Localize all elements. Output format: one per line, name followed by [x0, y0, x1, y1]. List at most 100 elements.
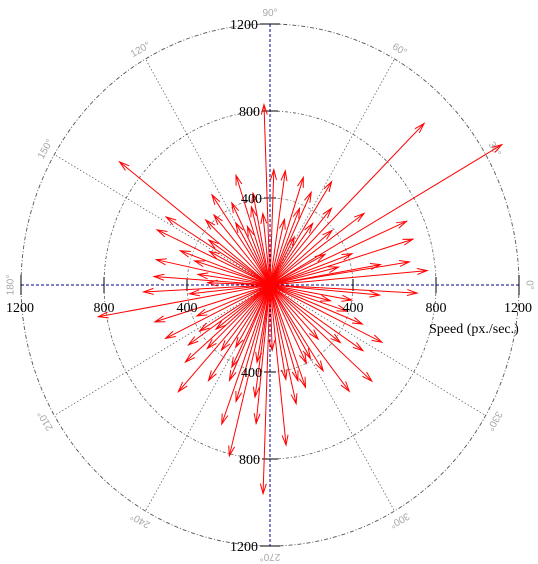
vector-shaft	[269, 253, 353, 286]
vector-arrowhead	[299, 352, 308, 365]
vector-shaft	[269, 284, 373, 382]
h-tick-label: 1200	[6, 301, 34, 316]
vector-shaft	[209, 250, 271, 286]
vector-arrowhead	[281, 434, 289, 447]
vector-arrowhead	[221, 413, 229, 426]
vector-arrowhead	[228, 369, 237, 382]
x-axis-label: Speed (px./sec.)	[429, 322, 519, 337]
speed-vector	[269, 284, 298, 406]
vector-arrowhead	[206, 279, 219, 287]
vector-shaft	[269, 284, 352, 301]
speed-vector	[269, 206, 301, 286]
speed-vector	[269, 238, 415, 286]
angle-label: 90°	[262, 8, 277, 19]
vector-shaft	[189, 284, 271, 295]
vector-arrowhead	[402, 238, 415, 246]
vector-arrowhead	[251, 191, 259, 204]
vector-shaft	[213, 214, 271, 286]
vector-shaft	[269, 284, 297, 404]
vector-shaft	[231, 202, 271, 286]
speed-vector	[269, 284, 312, 360]
vector-arrowhead	[302, 348, 312, 360]
v-tick-label: 1200	[230, 18, 258, 33]
vector-shaft	[269, 230, 333, 286]
h-tick-label: 400	[177, 301, 198, 316]
speed-vector	[269, 268, 429, 286]
speed-vector	[177, 284, 271, 393]
vector-arrowhead	[246, 224, 255, 237]
vector-shaft	[246, 226, 271, 286]
vector-arrowhead	[220, 340, 231, 352]
vector-shaft	[188, 284, 271, 346]
speed-vector	[246, 224, 271, 286]
speed-vector	[155, 229, 271, 286]
vector-shaft	[228, 284, 271, 457]
vector-shaft	[269, 192, 312, 286]
speed-vector	[269, 122, 426, 286]
vector-shaft	[196, 284, 271, 317]
h-tick-label: 800	[426, 301, 447, 316]
vector-arrowhead	[396, 220, 409, 229]
speed-vector	[153, 284, 271, 323]
speed-vector	[206, 284, 271, 350]
vector-shaft	[235, 222, 271, 286]
speed-vector	[269, 284, 419, 297]
speed-vector	[269, 169, 288, 286]
vector-arrowhead	[204, 218, 216, 230]
vector-arrowhead	[292, 206, 301, 219]
speed-vector	[228, 284, 271, 382]
vector-arrowhead	[177, 381, 188, 393]
vector-shaft	[252, 193, 271, 286]
speed-vector	[269, 284, 351, 393]
speed-vector	[231, 201, 271, 286]
speed-vector	[178, 250, 271, 286]
vector-shaft	[269, 181, 333, 286]
vector-shaft	[250, 206, 271, 286]
vector-shaft	[235, 284, 271, 402]
speed-vector	[269, 217, 286, 286]
speed-vector	[214, 284, 271, 331]
vector-shaft	[269, 266, 339, 286]
speed-vector	[269, 253, 327, 286]
angle-label: 0°	[523, 280, 534, 290]
vector-arrowhead	[280, 169, 288, 182]
speed-vector	[269, 206, 333, 286]
vector-shaft	[254, 284, 271, 398]
v-tick-label: 1200	[230, 540, 258, 555]
vector-shaft	[229, 284, 271, 381]
vector-arrowhead	[298, 376, 307, 389]
vector-shaft	[199, 284, 271, 332]
speed-vector	[269, 284, 320, 341]
vector-shaft	[269, 284, 341, 343]
vector-shaft	[180, 250, 271, 286]
vector-shaft	[221, 284, 271, 425]
angle-label: 270°	[260, 551, 281, 562]
v-tick-label: 400	[241, 366, 262, 381]
speed-vector	[269, 212, 366, 286]
vector-arrowhead	[187, 336, 199, 346]
vector-arrowhead	[211, 193, 221, 206]
h-tick-label: 400	[343, 301, 364, 316]
speed-vector	[207, 239, 271, 286]
vector-arrowhead	[207, 370, 217, 383]
vector-shaft	[269, 170, 286, 286]
vector-arrowhead	[253, 413, 261, 426]
vector-shaft	[235, 175, 271, 286]
vector-arrowhead	[362, 371, 374, 383]
speed-vector	[208, 250, 271, 286]
speed-vector	[269, 143, 504, 286]
grid-spoke	[54, 284, 271, 416]
vector-arrowhead	[297, 175, 304, 188]
vector-shaft	[156, 229, 271, 286]
vector-shaft	[235, 284, 271, 348]
vector-shaft	[165, 284, 271, 339]
vector-shaft	[269, 264, 381, 286]
vector-arrowhead	[322, 229, 334, 240]
vector-shaft	[215, 284, 271, 330]
speed-vector	[269, 284, 288, 381]
vector-arrowhead	[141, 287, 154, 295]
speed-vector	[206, 279, 271, 287]
vector-shaft	[262, 213, 271, 286]
vector-shaft	[269, 284, 287, 380]
